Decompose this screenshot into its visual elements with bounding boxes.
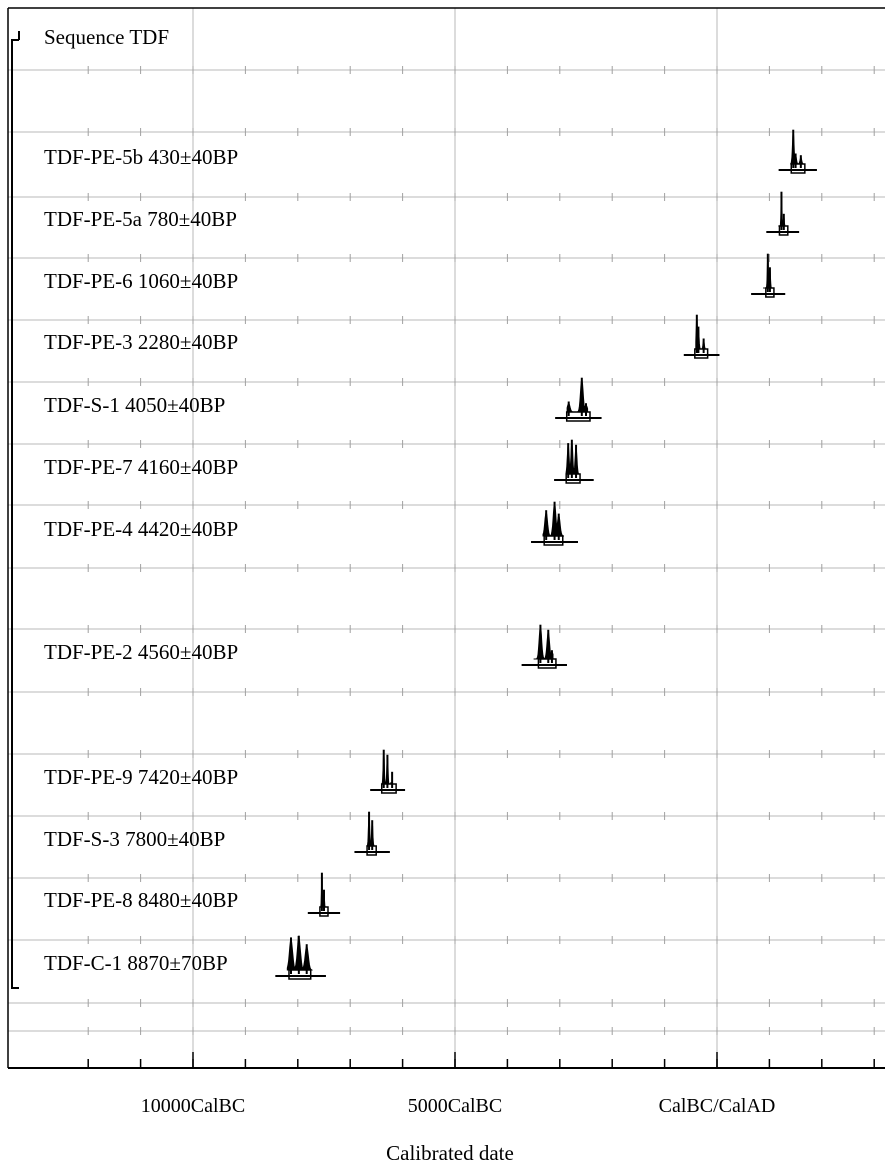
sample-row: TDF-PE-5b 430±40BP — [44, 129, 817, 174]
sample-label: TDF-PE-3 2280±40BP — [44, 330, 238, 354]
sample-label: TDF-PE-5a 780±40BP — [44, 207, 237, 231]
sample-rows: TDF-PE-5b 430±40BP TDF-PE-5a 780±40BP TDF-… — [44, 129, 817, 980]
plot-frame — [7, 7, 885, 1068]
chart-title: Sequence TDF — [44, 25, 169, 49]
range-box — [288, 969, 312, 980]
distribution — [366, 813, 376, 847]
range-box — [537, 658, 557, 669]
range-box — [694, 348, 709, 359]
distribution — [533, 626, 554, 660]
range-box — [790, 163, 806, 174]
sample-label: TDF-PE-5b 430±40BP — [44, 145, 238, 169]
sample-label: TDF-C-1 8870±70BP — [44, 951, 228, 975]
sample-row: TDF-PE-9 7420±40BP — [44, 749, 406, 794]
range-box — [765, 287, 775, 298]
sample-label: TDF-PE-6 1060±40BP — [44, 269, 238, 293]
sample-row: TDF-S-1 4050±40BP — [44, 377, 602, 422]
range-box — [366, 845, 377, 856]
sample-row: TDF-PE-4 4420±40BP — [44, 501, 578, 546]
sample-row: TDF-PE-2 4560±40BP — [44, 624, 567, 669]
sample-label: TDF-S-3 7800±40BP — [44, 827, 225, 851]
sample-label: TDF-S-1 4050±40BP — [44, 393, 225, 417]
range-box — [778, 225, 789, 236]
sequence-bracket — [11, 39, 19, 989]
range-box — [543, 535, 564, 546]
sample-label: TDF-PE-4 4420±40BP — [44, 517, 238, 541]
sample-row: TDF-PE-6 1060±40BP — [44, 253, 786, 298]
range-box — [380, 783, 397, 794]
sample-row: TDF-C-1 8870±70BP — [44, 935, 326, 980]
sample-row: TDF-S-3 7800±40BP — [44, 811, 390, 856]
sample-label: TDF-PE-7 4160±40BP — [44, 455, 238, 479]
x-axis-title: Calibrated date — [386, 1141, 514, 1165]
sample-row: TDF-PE-5a 780±40BP — [44, 191, 800, 236]
sample-label: TDF-PE-9 7420±40BP — [44, 765, 238, 789]
distribution — [566, 378, 589, 413]
sample-label: TDF-PE-8 8480±40BP — [44, 888, 238, 912]
sample-row: TDF-PE-3 2280±40BP — [44, 314, 720, 359]
x-tick-label: CalBC/CalAD — [659, 1095, 776, 1117]
range-box — [319, 906, 329, 917]
x-tick-label: 5000CalBC — [408, 1095, 502, 1117]
sample-row: TDF-PE-7 4160±40BP — [44, 439, 594, 484]
distribution — [319, 874, 327, 908]
grid-layer — [8, 8, 885, 1053]
range-box — [565, 473, 581, 484]
x-axis: 10000CalBC 5000CalBC CalBC/CalAD — [8, 1052, 885, 1117]
x-tick-label: 10000CalBC — [141, 1095, 245, 1117]
range-box — [565, 411, 591, 422]
sample-row: TDF-PE-8 8480±40BP — [44, 872, 341, 917]
sample-label: TDF-PE-2 4560±40BP — [44, 640, 238, 664]
